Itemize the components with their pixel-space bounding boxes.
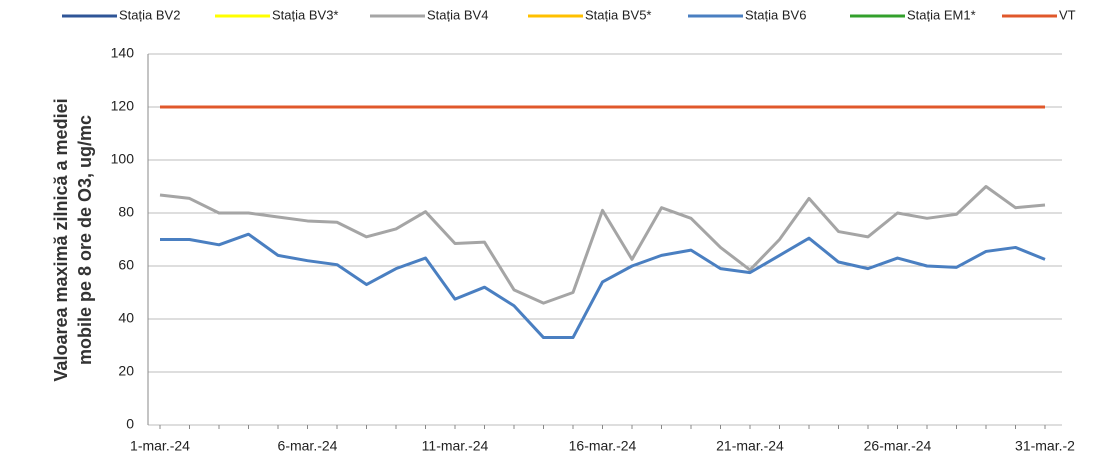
legend-label: Stația EM1* bbox=[907, 7, 976, 22]
series-line bbox=[160, 232, 1046, 340]
legend-label: Stația BV6 bbox=[745, 7, 806, 22]
y-axis-label: mobile pe 8 ore de O3, ug/mc bbox=[75, 115, 95, 365]
x-tick-label: 26-mar.-24 bbox=[864, 438, 932, 454]
y-tick-label: 120 bbox=[111, 98, 135, 114]
legend-label: Stația BV3* bbox=[272, 7, 339, 22]
series-line bbox=[159, 185, 1046, 305]
y-tick-label: 140 bbox=[111, 45, 135, 61]
y-tick-label: 80 bbox=[118, 204, 134, 220]
y-tick-label: 0 bbox=[126, 416, 134, 432]
y-tick-label: 60 bbox=[118, 257, 134, 273]
legend-label: Stația BV2 bbox=[119, 7, 180, 22]
x-tick-label: 21-mar.-24 bbox=[716, 438, 784, 454]
y-tick-label: 20 bbox=[118, 363, 134, 379]
y-tick-label: 100 bbox=[111, 151, 135, 167]
legend-label: Stația BV5* bbox=[585, 7, 652, 22]
x-tick-label: 31-mar.-2 bbox=[1015, 438, 1075, 454]
x-tick-label: 16-mar.-24 bbox=[569, 438, 637, 454]
x-tick-label: 6-mar.-24 bbox=[278, 438, 338, 454]
x-tick-label: 11-mar.-24 bbox=[422, 438, 489, 454]
y-axis-label: Valoarea maximă zilnică a mediei bbox=[51, 98, 71, 381]
y-tick-label: 40 bbox=[118, 310, 134, 326]
legend-label: Stația BV4 bbox=[427, 7, 488, 22]
legend-label: VT bbox=[1059, 7, 1076, 22]
x-tick-label: 1-mar.-24 bbox=[130, 438, 190, 454]
